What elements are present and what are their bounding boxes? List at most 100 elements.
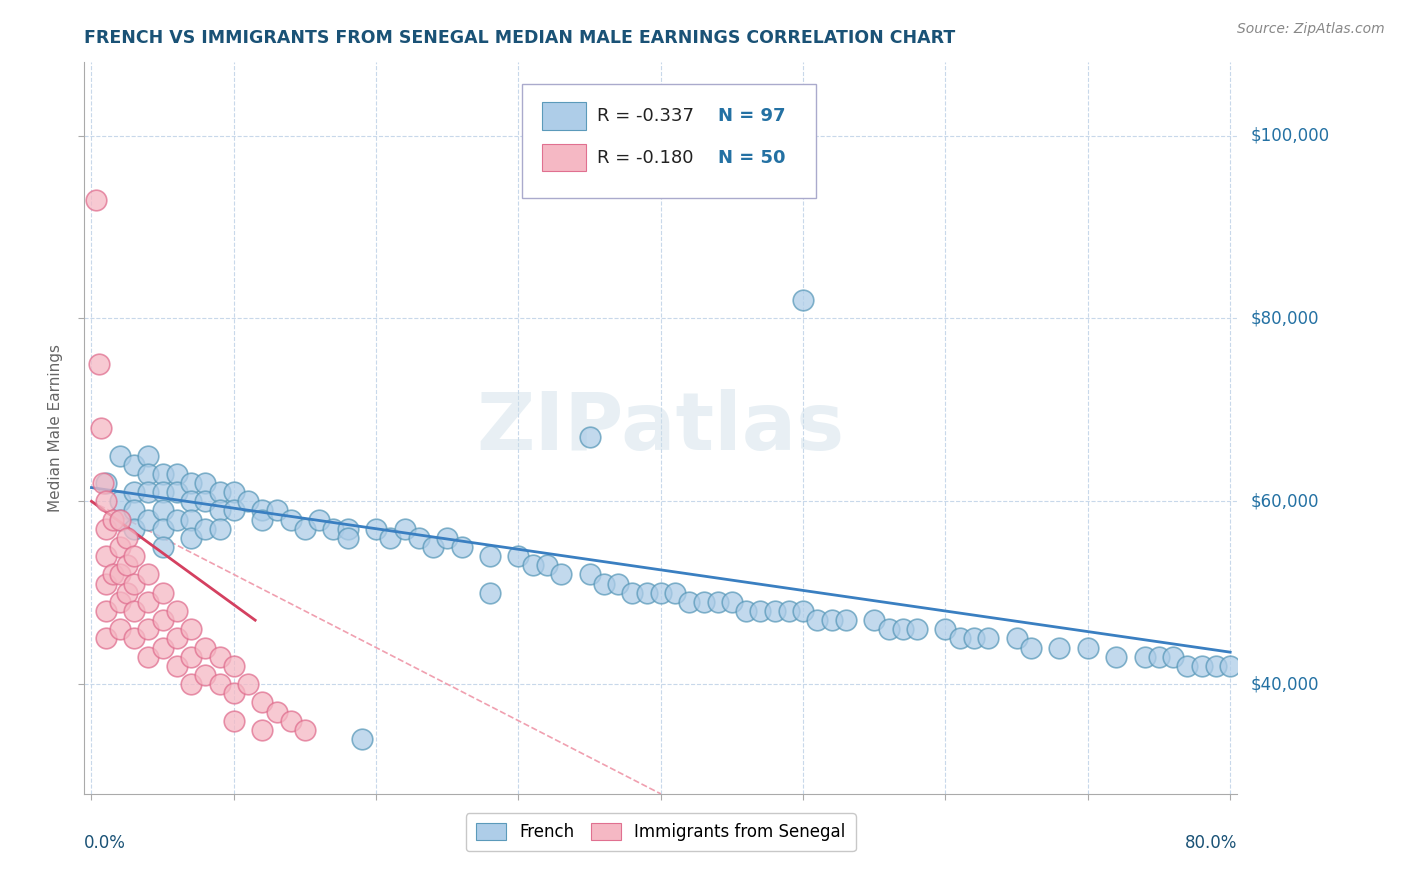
Point	[721, 595, 744, 609]
Point	[94, 632, 117, 646]
Text: $100,000: $100,000	[1251, 127, 1330, 145]
Point	[222, 485, 245, 500]
Point	[1147, 649, 1170, 664]
Point	[749, 604, 772, 618]
FancyBboxPatch shape	[543, 144, 586, 171]
Point	[115, 585, 138, 599]
Point	[138, 595, 160, 609]
Point	[905, 622, 928, 636]
Point	[436, 531, 458, 545]
Point	[294, 522, 316, 536]
Point	[152, 613, 174, 627]
Point	[166, 467, 188, 481]
Point	[180, 494, 202, 508]
Point	[252, 723, 274, 737]
Point	[194, 522, 217, 536]
Point	[166, 485, 188, 500]
Point	[222, 714, 245, 728]
Point	[108, 622, 131, 636]
Point	[308, 512, 330, 526]
Text: 80.0%: 80.0%	[1185, 834, 1237, 852]
Point	[550, 567, 572, 582]
Point	[863, 613, 886, 627]
Point	[115, 558, 138, 573]
Point	[138, 449, 160, 463]
Point	[266, 503, 288, 517]
Point	[138, 467, 160, 481]
Point	[91, 475, 114, 490]
Point	[236, 677, 259, 691]
Point	[621, 585, 644, 599]
Text: FRENCH VS IMMIGRANTS FROM SENEGAL MEDIAN MALE EARNINGS CORRELATION CHART: FRENCH VS IMMIGRANTS FROM SENEGAL MEDIAN…	[84, 29, 956, 47]
Point	[94, 604, 117, 618]
Point	[194, 640, 217, 655]
Point	[678, 595, 700, 609]
Point	[222, 503, 245, 517]
Point	[166, 632, 188, 646]
Point	[138, 512, 160, 526]
Point	[108, 595, 131, 609]
Point	[578, 430, 600, 444]
Point	[166, 604, 188, 618]
Point	[236, 494, 259, 508]
Point	[194, 668, 217, 682]
Point	[122, 458, 145, 472]
Point	[166, 658, 188, 673]
Point	[650, 585, 672, 599]
Point	[180, 677, 202, 691]
Point	[977, 632, 1000, 646]
Point	[115, 531, 138, 545]
Text: 0.0%: 0.0%	[84, 834, 127, 852]
Point	[122, 503, 145, 517]
Point	[280, 512, 302, 526]
Point	[835, 613, 858, 627]
Point	[1205, 658, 1227, 673]
Point	[422, 540, 444, 554]
Point	[208, 503, 231, 517]
FancyBboxPatch shape	[523, 85, 817, 198]
Point	[1219, 658, 1241, 673]
Point	[108, 540, 131, 554]
Point	[963, 632, 986, 646]
Point	[180, 475, 202, 490]
Point	[222, 686, 245, 700]
Point	[152, 640, 174, 655]
Point	[122, 485, 145, 500]
Point	[84, 193, 107, 207]
Point	[108, 512, 131, 526]
Point	[479, 585, 502, 599]
Text: N = 50: N = 50	[718, 149, 786, 167]
Point	[180, 531, 202, 545]
Point	[138, 485, 160, 500]
Point	[222, 658, 245, 673]
Text: Source: ZipAtlas.com: Source: ZipAtlas.com	[1237, 22, 1385, 37]
Point	[252, 503, 274, 517]
Point	[180, 622, 202, 636]
Point	[122, 632, 145, 646]
Point	[101, 512, 124, 526]
Text: $60,000: $60,000	[1251, 492, 1320, 510]
Point	[122, 522, 145, 536]
Point	[450, 540, 472, 554]
Point	[806, 613, 828, 627]
Point	[122, 576, 145, 591]
Point	[1161, 649, 1184, 664]
Y-axis label: Median Male Earnings: Median Male Earnings	[48, 344, 63, 512]
Point	[152, 503, 174, 517]
Point	[152, 540, 174, 554]
Point	[380, 531, 402, 545]
Point	[138, 622, 160, 636]
Point	[122, 549, 145, 564]
Point	[522, 558, 544, 573]
Point	[1177, 658, 1199, 673]
Text: $80,000: $80,000	[1251, 310, 1320, 327]
Point	[94, 549, 117, 564]
Point	[108, 494, 131, 508]
Text: R = -0.337: R = -0.337	[598, 107, 695, 125]
Point	[735, 604, 758, 618]
Point	[152, 585, 174, 599]
Point	[294, 723, 316, 737]
Point	[763, 604, 786, 618]
Point	[252, 695, 274, 709]
Point	[366, 522, 388, 536]
